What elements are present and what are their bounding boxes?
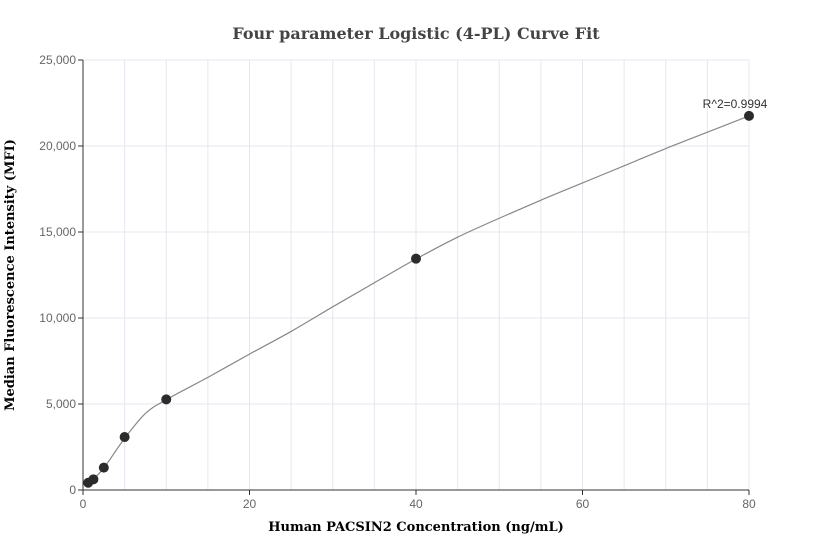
data-point-2 (98, 462, 109, 473)
data-point-3 (119, 432, 130, 443)
fit-curve (87, 115, 750, 484)
y-axis-label: Median Fluorescence Intensity (MFI) (3, 139, 18, 411)
tick-labels: 0 5,000 10,000 15,000 20,000 25,000 0 20 40 60 80 (39, 53, 756, 511)
data-point-4 (161, 394, 172, 405)
x-tick-label-1: 20 (243, 497, 257, 511)
y-tick-label-4: 20,000 (39, 139, 76, 153)
x-axis-label: Human PACSIN2 Concentration (ng/mL) (268, 520, 564, 535)
y-tick-label-2: 10,000 (39, 311, 76, 325)
data-point-5 (411, 253, 421, 264)
grid (83, 59, 750, 490)
r-squared-annotation: R^2=0.9994 (703, 97, 768, 111)
data-points (83, 110, 754, 488)
y-tick-label-3: 15,000 (39, 225, 76, 239)
x-tick-label-4: 80 (742, 497, 756, 511)
y-tick-label-1: 5,000 (46, 397, 76, 411)
data-point-1 (88, 474, 99, 485)
data-point-6 (744, 110, 754, 121)
x-tick-label-2: 40 (409, 497, 423, 511)
y-tick-label-0: 0 (69, 483, 76, 497)
axes (78, 59, 750, 495)
x-tick-label-0: 0 (80, 497, 87, 511)
y-tick-label-5: 25,000 (39, 53, 76, 67)
chart-title: Four parameter Logistic (4-PL) Curve Fit (232, 24, 600, 43)
x-tick-label-3: 60 (576, 497, 590, 511)
